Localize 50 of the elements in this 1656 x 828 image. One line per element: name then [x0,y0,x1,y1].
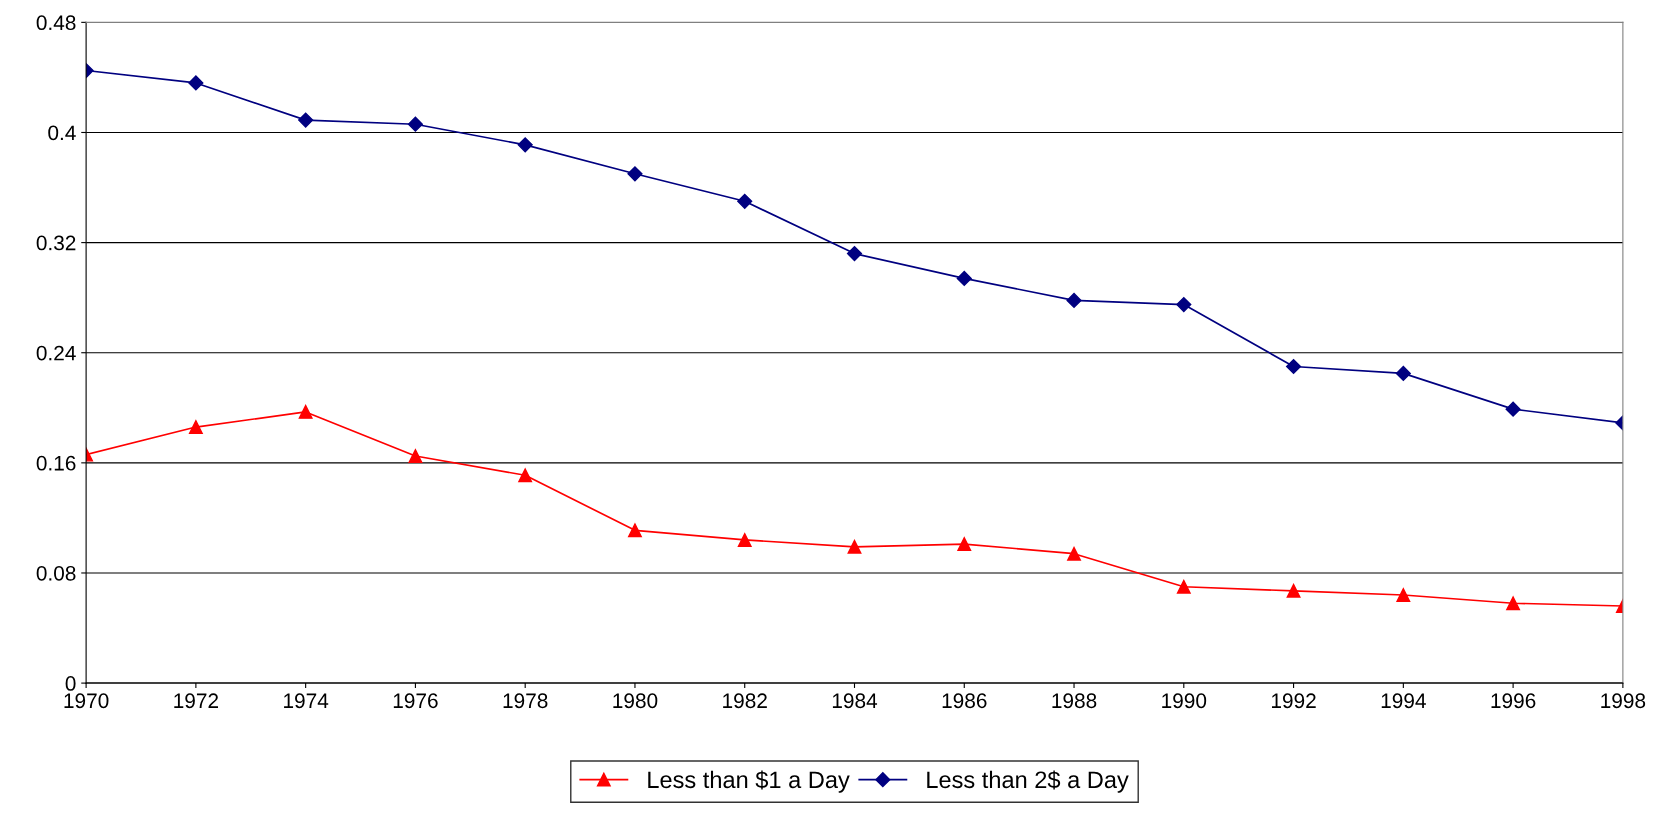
point [298,112,314,128]
x-tick-label: 1980 [613,693,658,709]
point [627,166,643,182]
point [1506,596,1521,611]
point [956,270,972,286]
point [1505,401,1521,417]
x-tick-label: 1976 [393,693,438,709]
point [1176,296,1192,313]
point [846,246,863,262]
point [188,420,203,435]
x-tick-label: 1992 [1271,693,1316,709]
y-tick-label: 0.48 [36,15,76,31]
point [957,537,972,552]
point [188,75,204,91]
legend-label: Less than $1 a Day [648,770,850,793]
y-tick-label: 0.32 [36,235,76,251]
x-tick-label: 1998 [1601,693,1646,709]
x-tick-label: 1988 [1052,693,1097,709]
y-tick-label: 0 [65,676,76,691]
point [737,532,752,547]
x-tick-label: 1982 [723,693,767,709]
point [298,404,313,419]
point [1176,579,1191,594]
y-tick-label: 0.24 [36,345,76,361]
x-tick-label: 1978 [503,693,548,709]
point [628,523,642,538]
point [1286,583,1301,598]
x-tick-label: 1994 [1381,693,1426,709]
point [407,116,423,132]
x-tick-label: 1972 [174,693,219,709]
x-tick-label: 1970 [64,693,109,709]
point [1286,358,1302,375]
x-tick-label: 1996 [1491,693,1536,709]
y-tick-label: 0.08 [36,565,76,581]
x-tick-label: 1990 [1162,693,1207,709]
point [737,193,753,209]
point [1067,546,1081,561]
point [1395,365,1411,381]
x-tick-label: 1984 [832,693,878,709]
point [517,137,533,153]
legend-label: Less than 2$ a Day [927,770,1129,793]
x-tick-label: 1986 [942,693,987,709]
y-tick-label: 0.16 [36,455,76,471]
x-tick-label: 1974 [284,693,329,709]
point [1396,588,1411,602]
y-tick-label: 0.4 [48,125,76,141]
point [408,449,423,463]
point [1066,292,1082,308]
point [518,468,533,483]
point [847,539,862,554]
